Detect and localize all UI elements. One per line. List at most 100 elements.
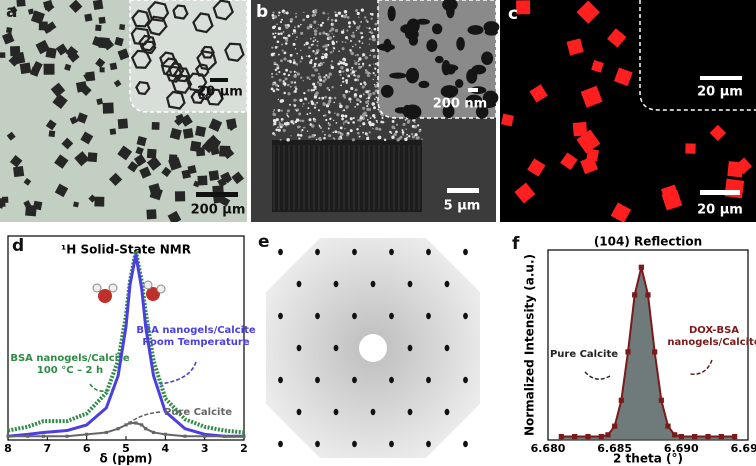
annotation: 100 °C – 2 h xyxy=(37,365,103,376)
crystal xyxy=(169,127,182,140)
pore xyxy=(373,83,375,86)
crystal xyxy=(724,178,745,199)
diffraction-spot xyxy=(389,248,394,256)
x-tick-label: 2 xyxy=(240,442,248,455)
pore xyxy=(366,104,369,108)
pore xyxy=(322,130,324,133)
diffraction-spot xyxy=(407,408,413,416)
diffraction-spot xyxy=(278,440,283,448)
pore xyxy=(318,73,320,75)
marker xyxy=(85,432,89,436)
crystal xyxy=(135,80,151,96)
pore xyxy=(319,126,323,130)
pore xyxy=(346,29,349,32)
pore xyxy=(291,33,294,35)
pore xyxy=(426,39,438,53)
pore xyxy=(418,129,422,133)
pore xyxy=(324,44,328,48)
x-tick-label: 6.685 xyxy=(597,442,632,455)
pore xyxy=(311,43,314,46)
pore xyxy=(371,102,375,106)
crystal xyxy=(501,113,514,127)
pore xyxy=(367,103,370,105)
scale-bar xyxy=(196,192,238,197)
pore xyxy=(294,73,297,76)
pore xyxy=(401,133,405,136)
marker xyxy=(732,433,738,440)
pore xyxy=(361,42,364,44)
pore xyxy=(305,55,308,58)
pore xyxy=(287,74,291,77)
pore xyxy=(444,102,453,114)
pore xyxy=(340,114,345,118)
diffraction-spot xyxy=(352,248,357,256)
diffraction-spot xyxy=(426,440,431,448)
pore xyxy=(294,108,297,111)
pore xyxy=(360,8,364,12)
pore xyxy=(365,69,367,71)
pore xyxy=(295,38,297,41)
pore xyxy=(312,74,315,77)
pore xyxy=(318,75,322,79)
pore xyxy=(374,22,378,26)
pore xyxy=(314,39,317,41)
pore xyxy=(334,130,338,134)
pore xyxy=(365,90,369,94)
crystal xyxy=(94,196,105,207)
diffraction-spot xyxy=(389,440,394,448)
pore xyxy=(313,37,315,39)
pore xyxy=(330,65,334,70)
pore xyxy=(275,118,279,122)
pore xyxy=(331,33,333,35)
marker xyxy=(203,434,207,438)
pore xyxy=(309,78,311,80)
pore xyxy=(353,22,356,25)
pore xyxy=(340,14,344,18)
crystal xyxy=(38,21,48,31)
pore xyxy=(401,129,404,132)
pore xyxy=(292,122,295,125)
crystal xyxy=(6,131,16,141)
pore xyxy=(329,117,332,121)
marker xyxy=(65,434,69,438)
pore xyxy=(313,106,317,109)
pore xyxy=(391,135,395,139)
pore xyxy=(337,62,341,66)
pore xyxy=(295,36,298,38)
pore xyxy=(367,119,369,121)
pore xyxy=(373,106,376,110)
pore xyxy=(360,114,362,117)
diffraction-spot xyxy=(278,312,283,320)
crystal xyxy=(167,210,182,222)
pore xyxy=(317,109,320,112)
pore xyxy=(278,11,281,14)
crystal xyxy=(55,43,69,56)
pore xyxy=(411,124,415,128)
pore xyxy=(421,138,423,141)
inset-frame xyxy=(639,0,756,111)
crystal xyxy=(69,116,78,125)
pore xyxy=(380,120,383,124)
crystal xyxy=(43,0,54,11)
pore xyxy=(283,11,286,14)
marker xyxy=(116,427,120,431)
crystal xyxy=(95,24,102,32)
pore xyxy=(482,90,499,105)
pore xyxy=(273,35,277,39)
marker xyxy=(678,433,684,440)
pore xyxy=(354,54,357,56)
crystal xyxy=(119,24,126,31)
pore xyxy=(344,120,348,123)
pore xyxy=(295,109,298,112)
x-tick-label: 6 xyxy=(83,442,91,455)
pore xyxy=(277,45,279,48)
water-molecule xyxy=(92,283,118,303)
pore xyxy=(312,82,316,86)
pore xyxy=(344,114,348,118)
pore xyxy=(293,26,296,29)
pore xyxy=(368,38,371,41)
scale-bar xyxy=(468,88,478,92)
scale-bar xyxy=(700,190,740,195)
pore xyxy=(273,52,276,55)
pore xyxy=(324,95,327,99)
